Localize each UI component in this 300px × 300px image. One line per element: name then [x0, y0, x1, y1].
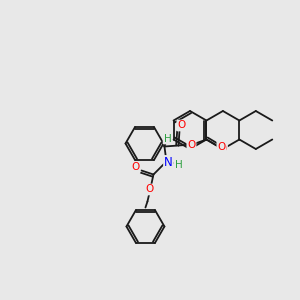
Text: O: O	[145, 184, 154, 194]
Text: O: O	[131, 163, 140, 172]
Text: O: O	[217, 142, 226, 152]
Text: O: O	[187, 140, 196, 149]
Text: N: N	[164, 156, 173, 169]
Text: O: O	[219, 144, 227, 154]
Text: H: H	[164, 134, 171, 143]
Text: O: O	[177, 121, 186, 130]
Text: H: H	[175, 160, 182, 170]
